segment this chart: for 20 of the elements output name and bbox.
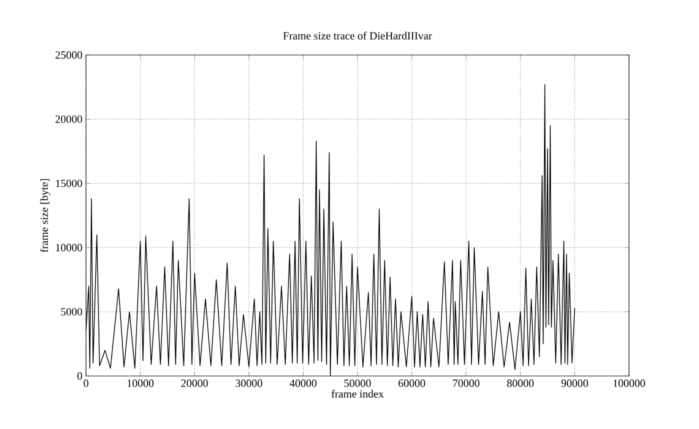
x-tick-label: 0 (84, 380, 88, 387)
x-tick-label: 60000 (398, 380, 426, 387)
x-tick-label: 90000 (561, 380, 588, 387)
y-tick-label: 25000 (56, 51, 82, 59)
x-tick-label: 50000 (344, 380, 371, 387)
x-tick-label: 20000 (181, 380, 208, 387)
chart-title: Frame size trace of DieHardIIIvar (283, 32, 432, 40)
y-tick-label: 15000 (56, 180, 82, 188)
x-tick-label: 40000 (290, 380, 316, 387)
x-tick-label: 30000 (236, 380, 262, 387)
x-tick-label: 100000 (614, 380, 646, 387)
x-tick-label: 70000 (453, 380, 480, 387)
y-axis-title: frame size [byte] (40, 179, 50, 252)
x-axis-title: frame index (332, 390, 384, 398)
x-tick-label: 80000 (507, 380, 534, 387)
y-tick-label: 20000 (56, 116, 82, 123)
y-tick-label: 10000 (56, 244, 82, 252)
y-tick-label: 0 (77, 372, 82, 380)
x-tick-label: 10000 (128, 380, 154, 387)
y-tick-label: 5000 (61, 308, 82, 316)
